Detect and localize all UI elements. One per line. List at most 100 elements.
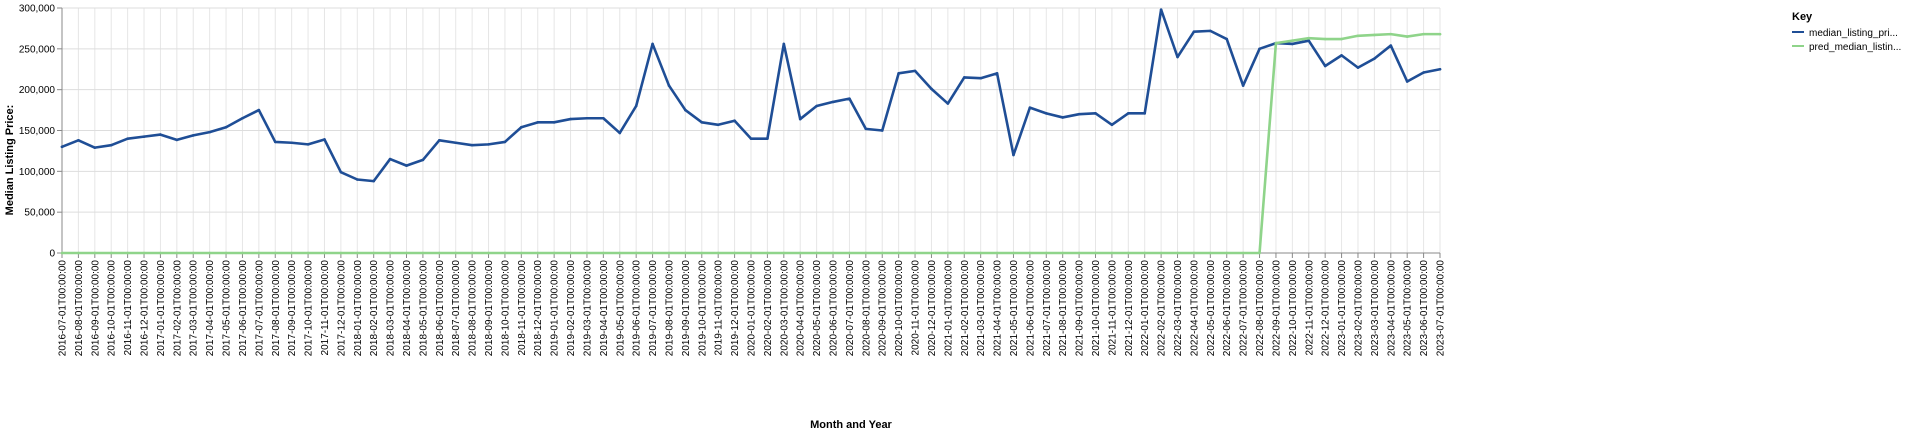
x-tick-label: 2018-04-01T00:00:00: [402, 260, 413, 357]
series-1-point: [323, 138, 326, 141]
series-2-point: [191, 251, 195, 255]
y-tick-label: 150,000: [19, 126, 56, 137]
series-1-point: [700, 121, 704, 124]
series-2-point: [438, 251, 441, 255]
legend-item-series-2[interactable]: pred_median_listin...: [1792, 42, 1901, 53]
series-2-point: [749, 251, 753, 255]
y-tick-label: 100,000: [19, 167, 56, 178]
series-2-point: [1094, 251, 1097, 255]
series-2-point: [1258, 251, 1261, 255]
x-tick-label: 2021-09-01T00:00:00: [1075, 260, 1086, 357]
x-tick-label: 2017-02-01T00:00:00: [172, 260, 183, 357]
x-tick-label: 2020-08-01T00:00:00: [861, 260, 872, 357]
x-tick-label: 2023-05-01T00:00:00: [1403, 260, 1414, 357]
series-1-point: [1012, 153, 1015, 157]
x-tick-label: 2021-01-01T00:00:00: [943, 260, 954, 357]
series-2-point: [1012, 251, 1015, 255]
x-tick-label: 2018-02-01T00:00:00: [369, 260, 380, 357]
x-tick-label: 2017-09-01T00:00:00: [287, 260, 298, 357]
x-tick-label: 2020-11-01T00:00:00: [911, 260, 922, 356]
x-tick-label: 2021-10-01T00:00:00: [1091, 260, 1102, 357]
series-1-point: [224, 125, 228, 129]
series-1-point: [1389, 44, 1393, 47]
series-2-point: [848, 251, 851, 255]
series-1-point: [1159, 8, 1163, 11]
x-tick-label: 2017-07-01T00:00:00: [254, 260, 265, 357]
series-2-point: [339, 251, 343, 255]
x-tick-label: 2016-10-01T00:00:00: [107, 260, 118, 357]
series-1-point: [1061, 116, 1064, 119]
series-2-point: [1028, 251, 1032, 255]
series-1-point: [946, 102, 950, 105]
series-1-point: [716, 123, 720, 127]
x-tick-label: 2016-11-01T00:00:00: [123, 260, 134, 356]
series-1-point: [979, 76, 982, 80]
series-2-point: [175, 251, 179, 255]
x-tick-label: 2021-08-01T00:00:00: [1058, 260, 1069, 357]
x-tick-label: 2020-03-01T00:00:00: [779, 260, 790, 357]
series-1-point: [503, 140, 507, 144]
x-tick-label: 2022-08-01T00:00:00: [1255, 260, 1266, 357]
x-tick-label: 2020-04-01T00:00:00: [796, 260, 807, 357]
x-tick-label: 2018-05-01T00:00:00: [418, 260, 429, 357]
series-2-point: [700, 251, 704, 255]
series-2-point: [93, 251, 97, 255]
series-1-point: [487, 143, 490, 146]
series-1-point: [388, 157, 392, 161]
x-tick-label: 2021-06-01T00:00:00: [1025, 260, 1036, 357]
x-tick-label: 2019-07-01T00:00:00: [648, 260, 659, 357]
series-1-point: [1258, 47, 1261, 51]
x-tick-label: 2018-10-01T00:00:00: [500, 260, 511, 357]
series-1-point: [1127, 112, 1130, 115]
x-tick-label: 2019-02-01T00:00:00: [566, 260, 577, 357]
x-tick-label: 2022-10-01T00:00:00: [1288, 260, 1299, 357]
x-tick-label: 2019-04-01T00:00:00: [599, 260, 610, 357]
x-tick-label: 2022-07-01T00:00:00: [1239, 260, 1250, 357]
series-2-point: [1405, 35, 1409, 38]
series-1-point: [1405, 80, 1409, 83]
legend-title: Key: [1792, 11, 1813, 23]
x-tick-label: 2023-06-01T00:00:00: [1419, 260, 1430, 357]
x-tick-label: 2022-06-01T00:00:00: [1222, 260, 1233, 357]
x-tick-label: 2022-03-01T00:00:00: [1173, 260, 1184, 357]
series-1-point: [175, 138, 179, 142]
x-tick-label: 2022-05-01T00:00:00: [1206, 260, 1217, 357]
series-2-point: [979, 251, 982, 255]
series-2-point: [454, 251, 458, 255]
series-1-point: [864, 127, 868, 131]
series-1-point: [126, 137, 129, 140]
series-2-point: [323, 251, 326, 255]
series-lines: [60, 8, 1442, 255]
series-2-point: [831, 251, 835, 255]
series-1-point: [1028, 106, 1032, 109]
series-1-point: [208, 130, 211, 134]
series-2-point: [946, 251, 950, 255]
series-2-point: [815, 251, 818, 255]
legend-label-series-1: median_listing_pri...: [1809, 28, 1898, 39]
series-2-point: [1110, 251, 1114, 255]
x-tick-label: 2019-05-01T00:00:00: [615, 260, 626, 357]
series-2-point: [1356, 34, 1360, 38]
series-2-point: [306, 251, 310, 255]
series-1-point: [93, 146, 97, 149]
series-1-point: [1307, 39, 1311, 42]
x-tick-label: 2017-08-01T00:00:00: [271, 260, 282, 357]
series-2-point: [355, 251, 359, 255]
y-tick-label: 250,000: [19, 44, 56, 55]
series-1-point: [651, 42, 654, 46]
series-2-point: [1373, 33, 1376, 37]
series-1-point: [421, 158, 425, 162]
legend-item-series-1[interactable]: median_listing_pri...: [1792, 28, 1898, 39]
series-2-point: [716, 251, 720, 255]
series-2-point: [1241, 251, 1245, 255]
x-tick-label: 2021-02-01T00:00:00: [960, 260, 971, 357]
x-tick-label: 2017-04-01T00:00:00: [205, 260, 216, 357]
series-1-point: [1422, 71, 1425, 74]
series-1-point: [1143, 112, 1147, 115]
series-1-point: [618, 131, 622, 135]
series-2-point: [520, 251, 523, 255]
x-tick-label: 2020-05-01T00:00:00: [812, 260, 823, 357]
y-tick-label: 300,000: [19, 4, 56, 15]
series-2-point: [1307, 36, 1311, 40]
